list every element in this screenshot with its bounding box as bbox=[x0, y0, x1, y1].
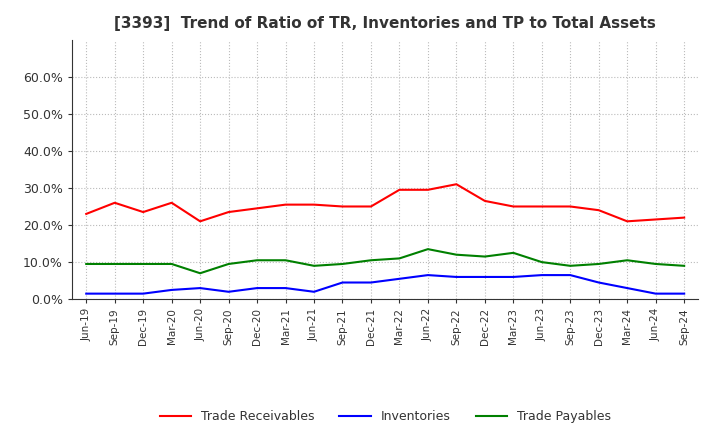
Inventories bbox=[139, 291, 148, 296]
Inventories bbox=[480, 274, 489, 279]
Trade Payables bbox=[537, 260, 546, 265]
Trade Payables bbox=[623, 258, 631, 263]
Trade Receivables bbox=[338, 204, 347, 209]
Title: [3393]  Trend of Ratio of TR, Inventories and TP to Total Assets: [3393] Trend of Ratio of TR, Inventories… bbox=[114, 16, 656, 32]
Inventories bbox=[338, 280, 347, 285]
Legend: Trade Receivables, Inventories, Trade Payables: Trade Receivables, Inventories, Trade Pa… bbox=[155, 405, 616, 428]
Trade Payables bbox=[366, 258, 375, 263]
Trade Payables bbox=[253, 258, 261, 263]
Trade Receivables bbox=[225, 209, 233, 215]
Line: Inventories: Inventories bbox=[86, 275, 684, 293]
Trade Receivables bbox=[310, 202, 318, 207]
Trade Payables bbox=[110, 261, 119, 267]
Trade Payables bbox=[282, 258, 290, 263]
Line: Trade Payables: Trade Payables bbox=[86, 249, 684, 273]
Inventories bbox=[225, 289, 233, 294]
Trade Receivables bbox=[680, 215, 688, 220]
Inventories bbox=[110, 291, 119, 296]
Trade Payables bbox=[395, 256, 404, 261]
Trade Receivables bbox=[452, 182, 461, 187]
Inventories bbox=[82, 291, 91, 296]
Inventories bbox=[509, 274, 518, 279]
Trade Payables bbox=[167, 261, 176, 267]
Trade Receivables bbox=[253, 205, 261, 211]
Line: Trade Receivables: Trade Receivables bbox=[86, 184, 684, 221]
Inventories bbox=[167, 287, 176, 293]
Trade Payables bbox=[595, 261, 603, 267]
Trade Receivables bbox=[167, 200, 176, 205]
Trade Receivables bbox=[509, 204, 518, 209]
Inventories bbox=[652, 291, 660, 296]
Trade Payables bbox=[225, 261, 233, 267]
Inventories bbox=[253, 286, 261, 291]
Trade Receivables bbox=[595, 208, 603, 213]
Inventories bbox=[395, 276, 404, 282]
Trade Payables bbox=[423, 246, 432, 252]
Trade Payables bbox=[310, 263, 318, 268]
Inventories bbox=[566, 272, 575, 278]
Trade Receivables bbox=[110, 200, 119, 205]
Inventories bbox=[680, 291, 688, 296]
Trade Receivables bbox=[566, 204, 575, 209]
Trade Payables bbox=[139, 261, 148, 267]
Trade Receivables bbox=[82, 211, 91, 216]
Trade Receivables bbox=[652, 217, 660, 222]
Inventories bbox=[196, 286, 204, 291]
Inventories bbox=[537, 272, 546, 278]
Trade Payables bbox=[680, 263, 688, 268]
Trade Receivables bbox=[366, 204, 375, 209]
Trade Payables bbox=[338, 261, 347, 267]
Inventories bbox=[282, 286, 290, 291]
Trade Receivables bbox=[623, 219, 631, 224]
Inventories bbox=[623, 286, 631, 291]
Inventories bbox=[366, 280, 375, 285]
Trade Receivables bbox=[537, 204, 546, 209]
Inventories bbox=[595, 280, 603, 285]
Trade Receivables bbox=[282, 202, 290, 207]
Inventories bbox=[310, 289, 318, 294]
Trade Payables bbox=[566, 263, 575, 268]
Trade Receivables bbox=[480, 198, 489, 204]
Trade Payables bbox=[196, 271, 204, 276]
Inventories bbox=[423, 272, 432, 278]
Trade Receivables bbox=[395, 187, 404, 192]
Trade Payables bbox=[509, 250, 518, 256]
Trade Payables bbox=[652, 261, 660, 267]
Trade Payables bbox=[452, 252, 461, 257]
Trade Receivables bbox=[423, 187, 432, 192]
Inventories bbox=[452, 274, 461, 279]
Trade Payables bbox=[480, 254, 489, 259]
Trade Receivables bbox=[139, 209, 148, 215]
Trade Payables bbox=[82, 261, 91, 267]
Trade Receivables bbox=[196, 219, 204, 224]
